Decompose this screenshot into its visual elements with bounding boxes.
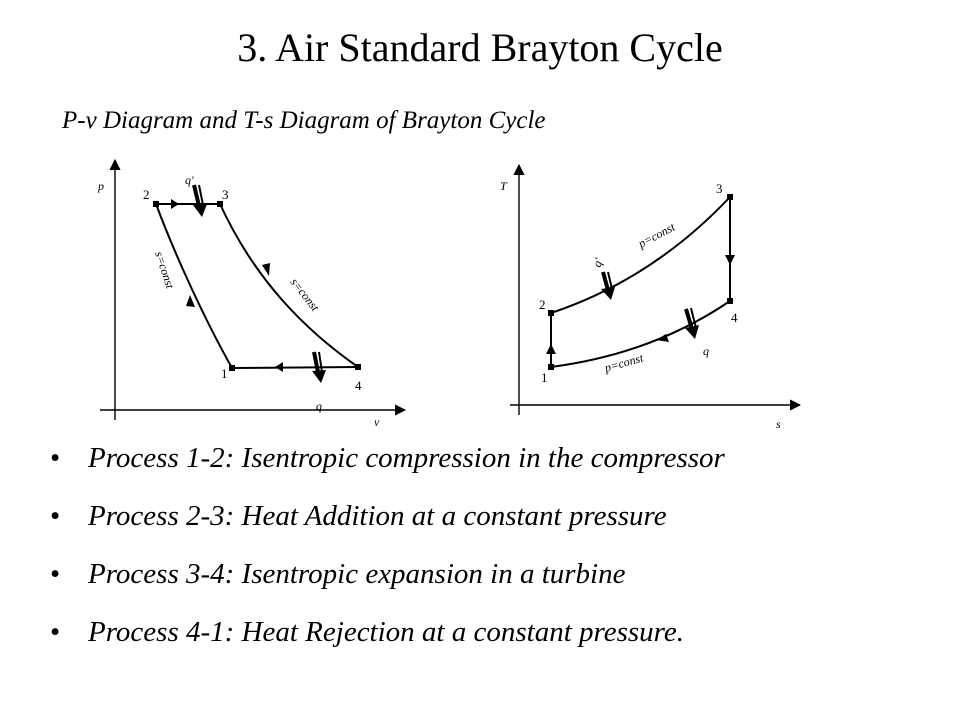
pv-point-label-4: 4 xyxy=(355,378,362,393)
pv-heat-rejection-line xyxy=(231,366,359,369)
ts-state-point-2 xyxy=(548,310,554,316)
ts-point-label-1: 1 xyxy=(541,370,548,385)
ts-direction-arrow-3-4 xyxy=(725,255,735,265)
process-list: • Process 1-2: Isentropic compression in… xyxy=(50,438,725,670)
ts-heat-out-arrow xyxy=(684,307,699,339)
bullet: • xyxy=(50,558,61,590)
pv-direction-arrow-1-2 xyxy=(186,295,195,307)
pv-direction-arrow-4-1 xyxy=(275,362,283,372)
process-text: Process 2-3: Heat Addition at a constant… xyxy=(88,500,667,532)
pv-state-point-1 xyxy=(229,365,235,371)
pv-heat-out-label: q xyxy=(316,399,322,413)
ts-upper-isobar-label: p=const xyxy=(635,219,678,251)
pv-state-point-3 xyxy=(217,201,223,207)
cycle-diagrams: p v 1 2 3 4 q' q s=c xyxy=(97,158,802,431)
ts-lower-isobar-label: p=const xyxy=(602,350,645,375)
list-item: • Process 4-1: Heat Rejection at a const… xyxy=(50,612,725,670)
pv-heat-in-arrow xyxy=(192,184,207,217)
pv-expansion-curve xyxy=(219,203,359,368)
ts-heat-in-arrow xyxy=(601,271,615,300)
ts-state-point-3 xyxy=(727,194,733,200)
pv-point-label-3: 3 xyxy=(222,187,229,202)
ts-point-label-3: 3 xyxy=(716,181,723,196)
bullet: • xyxy=(50,500,61,532)
pv-compression-curve xyxy=(155,203,233,369)
ts-y-axis-label: T xyxy=(500,179,508,193)
ts-heat-in-label: q' xyxy=(590,256,606,269)
pv-compression-label: s=const xyxy=(152,250,177,291)
ts-heat-out-label: q xyxy=(703,344,709,358)
pv-heat-in-label: q' xyxy=(185,173,194,187)
pv-direction-arrow-3-4 xyxy=(262,263,270,276)
ts-state-point-4 xyxy=(727,298,733,304)
pv-expansion-label: s=const xyxy=(288,275,323,314)
list-item: • Process 2-3: Heat Addition at a consta… xyxy=(50,496,725,554)
slide-title: 3. Air Standard Brayton Cycle xyxy=(237,25,723,70)
ts-point-label-2: 2 xyxy=(539,297,546,312)
pv-state-point-4 xyxy=(355,364,361,370)
ts-diagram: T s 1 2 3 4 q' q p=const xyxy=(500,163,802,431)
ts-direction-arrow-1-2 xyxy=(546,344,556,354)
pv-point-label-2: 2 xyxy=(143,187,150,202)
process-text: Process 4-1: Heat Rejection at a constan… xyxy=(88,616,684,648)
bullet: • xyxy=(50,616,61,648)
slide-subtitle: P-v Diagram and T-s Diagram of Brayton C… xyxy=(62,107,546,134)
bullet: • xyxy=(50,442,61,474)
ts-direction-arrow-4-1 xyxy=(656,334,669,342)
pv-diagram: p v 1 2 3 4 q' q s=c xyxy=(97,158,407,429)
list-item: • Process 1-2: Isentropic compression in… xyxy=(50,438,725,496)
list-item: • Process 3-4: Isentropic expansion in a… xyxy=(50,554,725,612)
pv-heat-out-arrow xyxy=(312,351,326,383)
pv-point-label-1: 1 xyxy=(221,366,228,381)
ts-x-axis-label: s xyxy=(776,417,781,431)
ts-heat-addition-curve xyxy=(550,196,731,314)
ts-state-point-1 xyxy=(548,364,554,370)
pv-direction-arrow-2-3 xyxy=(171,199,179,209)
pv-x-axis-label: v xyxy=(374,415,380,429)
process-text: Process 3-4: Isentropic expansion in a t… xyxy=(88,558,626,590)
ts-heat-rejection-curve xyxy=(550,300,731,368)
pv-y-axis-label: p xyxy=(97,179,104,193)
process-text: Process 1-2: Isentropic compression in t… xyxy=(88,442,725,474)
ts-point-label-4: 4 xyxy=(731,310,738,325)
pv-state-point-2 xyxy=(153,201,159,207)
